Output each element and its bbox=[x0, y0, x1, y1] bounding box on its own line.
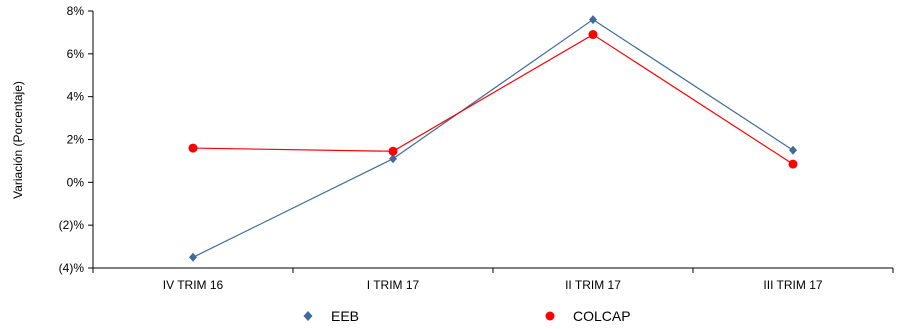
legend-marker-eeb bbox=[303, 311, 313, 321]
y-tick-label: (2)% bbox=[59, 218, 85, 232]
data-point-colcap bbox=[388, 146, 398, 156]
data-point-eeb bbox=[789, 145, 797, 155]
x-tick-label: II TRIM 17 bbox=[565, 278, 621, 292]
plot-area bbox=[188, 15, 798, 262]
data-point-colcap bbox=[188, 143, 198, 153]
y-axis-title: Variación (Porcentaje) bbox=[11, 81, 25, 199]
x-tick-label: I TRIM 17 bbox=[367, 278, 420, 292]
legend-label-colcap: COLCAP bbox=[573, 308, 631, 324]
y-tick-label: 8% bbox=[67, 4, 85, 18]
y-tick-label: (4)% bbox=[59, 261, 85, 275]
data-point-eeb bbox=[189, 252, 197, 262]
legend: EEB COLCAP bbox=[303, 308, 631, 324]
y-tick-label: 0% bbox=[67, 175, 85, 189]
data-point-colcap bbox=[788, 159, 798, 169]
y-axis-ticks: 8% 6% 4% 2% 0% (2)% (4)% bbox=[59, 4, 93, 275]
data-point-eeb bbox=[589, 15, 597, 25]
data-point-eeb bbox=[389, 154, 397, 164]
series-line-eeb bbox=[192, 18, 794, 258]
data-point-colcap bbox=[588, 30, 598, 40]
legend-marker-colcap bbox=[545, 311, 555, 321]
x-tick-label: III TRIM 17 bbox=[763, 278, 822, 292]
y-tick-label: 6% bbox=[67, 47, 85, 61]
legend-label-eeb: EEB bbox=[331, 308, 359, 324]
y-tick-label: 4% bbox=[67, 90, 85, 104]
x-axis-ticks: IV TRIM 16 I TRIM 17 II TRIM 17 III TRIM 17 bbox=[92, 268, 894, 292]
x-tick-label: IV TRIM 16 bbox=[163, 278, 224, 292]
series-line-colcap bbox=[192, 33, 794, 165]
y-tick-label: 2% bbox=[67, 133, 85, 147]
